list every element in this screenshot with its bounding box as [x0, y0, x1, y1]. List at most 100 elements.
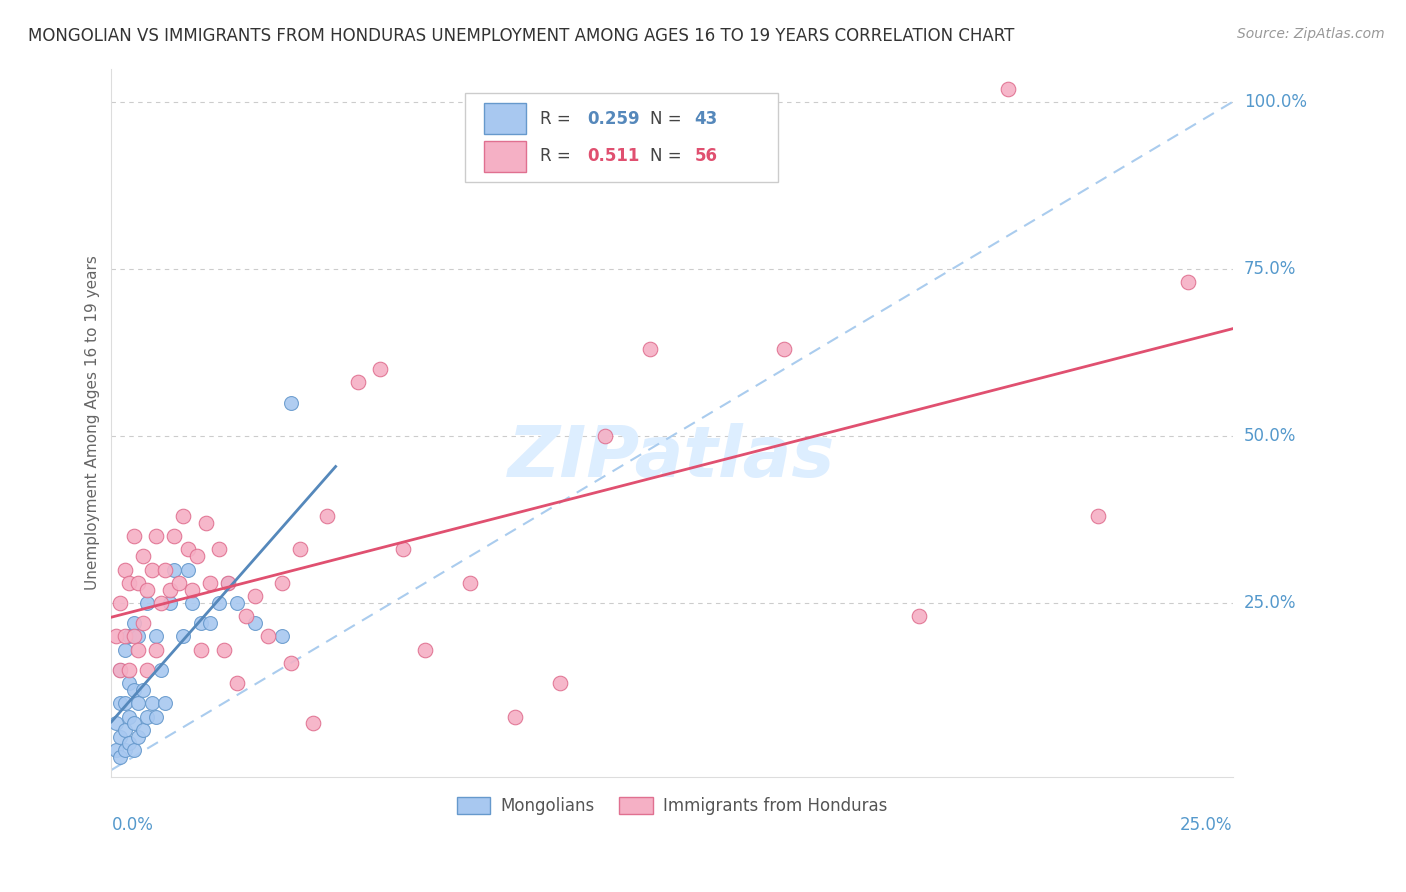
Point — [415, 642, 437, 657]
Point — [226, 596, 249, 610]
Point — [122, 529, 145, 543]
Text: N =: N = — [650, 110, 686, 128]
Point — [773, 342, 796, 356]
Point — [132, 723, 155, 737]
Point — [1177, 275, 1199, 289]
Point — [159, 596, 181, 610]
Point — [110, 663, 132, 677]
Y-axis label: Unemployment Among Ages 16 to 19 years: Unemployment Among Ages 16 to 19 years — [86, 255, 100, 590]
Point — [127, 696, 149, 710]
Text: 56: 56 — [695, 147, 717, 165]
Point — [593, 429, 616, 443]
Point — [141, 696, 163, 710]
Point — [104, 716, 127, 731]
Point — [194, 516, 217, 530]
Point — [997, 81, 1019, 95]
Point — [155, 562, 177, 576]
Point — [122, 629, 145, 643]
Point — [347, 376, 370, 390]
Point — [122, 615, 145, 630]
Text: 25.0%: 25.0% — [1244, 594, 1296, 612]
Point — [110, 663, 132, 677]
Point — [145, 709, 167, 723]
Point — [136, 709, 159, 723]
Point — [132, 682, 155, 697]
Point — [1087, 509, 1109, 524]
Point — [110, 696, 132, 710]
Point — [167, 575, 190, 590]
Point — [136, 582, 159, 597]
Point — [181, 582, 204, 597]
Point — [122, 743, 145, 757]
Point — [149, 596, 172, 610]
Point — [118, 575, 141, 590]
Point — [458, 575, 481, 590]
Point — [163, 562, 186, 576]
Point — [145, 529, 167, 543]
Point — [172, 629, 194, 643]
Text: R =: R = — [540, 110, 575, 128]
Point — [110, 730, 132, 744]
Point — [212, 642, 235, 657]
Text: R =: R = — [540, 147, 581, 165]
Point — [176, 562, 198, 576]
Point — [548, 676, 571, 690]
Point — [198, 575, 221, 590]
Text: MONGOLIAN VS IMMIGRANTS FROM HONDURAS UNEMPLOYMENT AMONG AGES 16 TO 19 YEARS COR: MONGOLIAN VS IMMIGRANTS FROM HONDURAS UN… — [28, 27, 1015, 45]
Point — [190, 615, 212, 630]
Point — [104, 629, 127, 643]
Point — [114, 743, 136, 757]
Point — [122, 682, 145, 697]
Point — [127, 629, 149, 643]
Point — [118, 629, 141, 643]
Text: 0.0%: 0.0% — [111, 815, 153, 833]
Point — [145, 642, 167, 657]
Point — [198, 615, 221, 630]
Point — [186, 549, 208, 564]
Text: Source: ZipAtlas.com: Source: ZipAtlas.com — [1237, 27, 1385, 41]
Point — [132, 615, 155, 630]
Point — [208, 596, 231, 610]
Point — [392, 542, 415, 557]
Point — [114, 642, 136, 657]
Point — [208, 542, 231, 557]
Point — [145, 629, 167, 643]
FancyBboxPatch shape — [464, 94, 779, 182]
Point — [136, 596, 159, 610]
Point — [181, 596, 204, 610]
Point — [114, 629, 136, 643]
Point — [370, 362, 392, 376]
Point — [217, 575, 239, 590]
Point — [235, 609, 257, 624]
Point — [243, 589, 266, 603]
Point — [122, 716, 145, 731]
Text: 43: 43 — [695, 110, 717, 128]
Point — [172, 509, 194, 524]
Text: 50.0%: 50.0% — [1244, 427, 1296, 445]
Point — [118, 736, 141, 750]
Point — [302, 716, 325, 731]
Point — [136, 663, 159, 677]
Point — [270, 629, 292, 643]
Text: ZIPatlas: ZIPatlas — [509, 424, 835, 492]
Point — [141, 562, 163, 576]
Point — [155, 696, 177, 710]
Point — [217, 575, 239, 590]
Point — [127, 642, 149, 657]
Point — [149, 663, 172, 677]
Point — [104, 743, 127, 757]
Text: N =: N = — [650, 147, 686, 165]
Point — [226, 676, 249, 690]
Point — [280, 395, 302, 409]
Point — [132, 549, 155, 564]
Point — [159, 582, 181, 597]
Text: 100.0%: 100.0% — [1244, 93, 1306, 111]
Point — [243, 615, 266, 630]
Point — [114, 723, 136, 737]
Text: 25.0%: 25.0% — [1180, 815, 1233, 833]
Point — [127, 730, 149, 744]
Point — [127, 575, 149, 590]
Point — [503, 709, 526, 723]
Text: 0.511: 0.511 — [586, 147, 640, 165]
Point — [118, 709, 141, 723]
